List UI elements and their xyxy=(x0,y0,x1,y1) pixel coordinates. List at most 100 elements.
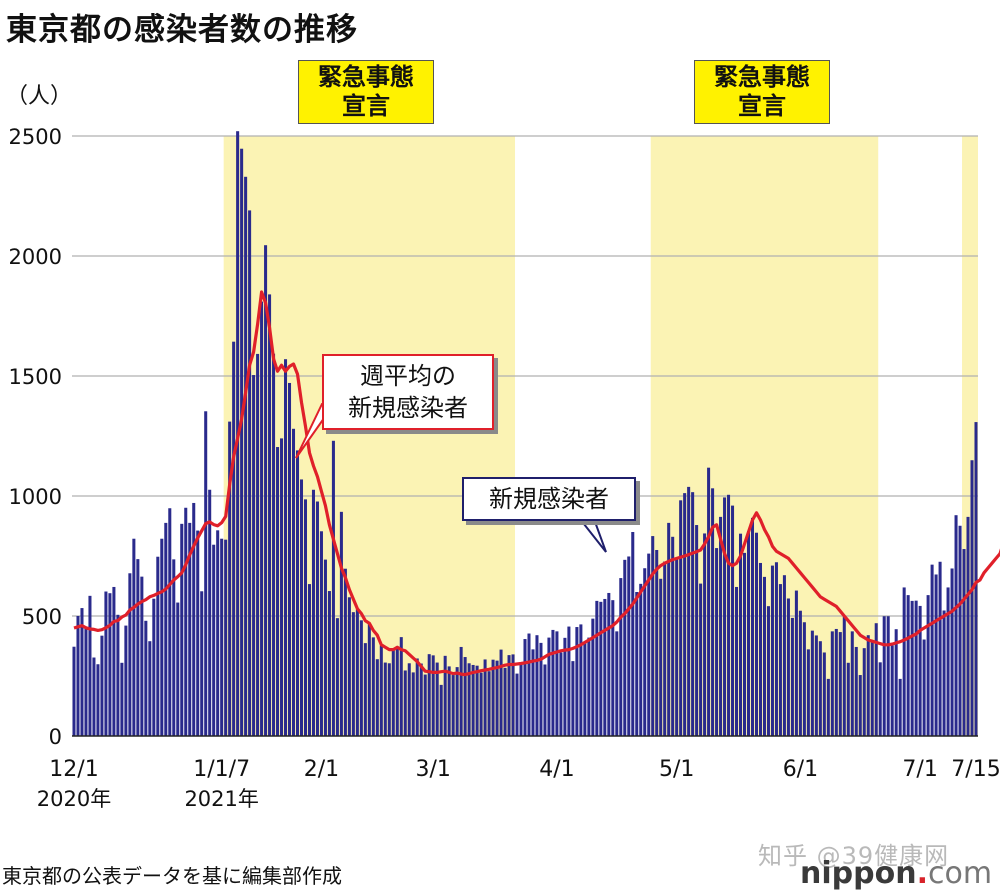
bar-daily-cases xyxy=(423,674,427,736)
weekly-average-line xyxy=(73,290,1000,677)
bar-daily-cases xyxy=(471,664,475,736)
brand-logo-main: nippon xyxy=(800,856,917,891)
bar-daily-cases xyxy=(866,635,870,736)
bar-daily-cases xyxy=(663,561,667,736)
bar-daily-cases xyxy=(579,624,583,736)
bar-daily-cases xyxy=(874,623,878,736)
emergency-declaration-line1: 緊急事態 xyxy=(318,63,414,91)
bar-daily-cases xyxy=(834,628,838,736)
bar-daily-cases xyxy=(539,642,543,736)
bar-daily-cases xyxy=(76,616,80,736)
bar-daily-cases xyxy=(248,210,252,736)
bar-daily-cases xyxy=(84,628,88,736)
bar-daily-cases xyxy=(631,532,635,736)
bar-daily-cases xyxy=(826,678,830,736)
bar-daily-cases xyxy=(335,618,339,736)
bar-daily-cases xyxy=(711,488,715,736)
bar-daily-cases xyxy=(958,525,962,736)
bar-daily-cases xyxy=(754,532,759,736)
y-tick-label: 1000 xyxy=(9,485,62,509)
bar-daily-cases xyxy=(148,641,152,736)
bar-daily-cases xyxy=(774,562,778,736)
bar-daily-cases xyxy=(746,531,751,736)
bar-daily-cases xyxy=(176,602,180,736)
bar-daily-cases xyxy=(220,538,224,736)
bar-daily-cases xyxy=(188,522,192,736)
bar-daily-cases xyxy=(208,489,212,736)
bar-daily-cases xyxy=(567,626,571,736)
brand-logo: nippon.com xyxy=(800,856,992,891)
bar-daily-cases xyxy=(152,598,156,736)
bar-daily-cases xyxy=(914,600,918,736)
bar-daily-cases xyxy=(627,556,631,736)
bar-daily-cases xyxy=(415,658,419,736)
bar-daily-cases xyxy=(671,536,675,736)
bar-daily-cases xyxy=(303,499,308,736)
bar-daily-cases xyxy=(715,548,719,736)
bar-daily-cases xyxy=(615,631,619,736)
bar-daily-cases xyxy=(946,587,950,736)
bar-daily-cases xyxy=(252,375,256,736)
bar-daily-cases xyxy=(707,467,711,736)
bar-daily-cases xyxy=(850,631,854,736)
bar-daily-cases xyxy=(212,544,216,736)
bar-daily-cases xyxy=(280,438,284,736)
bar-daily-cases xyxy=(862,648,866,736)
bar-daily-cases xyxy=(184,507,188,736)
bar-daily-cases xyxy=(351,612,355,736)
bar-daily-cases xyxy=(766,606,770,736)
bar-daily-cases xyxy=(311,489,315,736)
bar-daily-cases xyxy=(323,559,327,736)
bar-daily-cases xyxy=(284,359,288,736)
bar-daily-cases xyxy=(723,497,727,736)
bar-daily-cases xyxy=(399,637,403,736)
bar-daily-cases xyxy=(288,382,292,736)
bar-daily-cases xyxy=(651,536,655,736)
bar-daily-cases xyxy=(543,664,547,736)
bar-daily-cases xyxy=(782,575,786,736)
bar-daily-cases xyxy=(124,625,128,736)
bar-daily-cases xyxy=(264,245,268,736)
brand-logo-tail: com xyxy=(927,856,993,891)
bar-daily-cases xyxy=(92,657,96,736)
bar-daily-cases xyxy=(295,450,300,736)
x-tick-year-label: 2020年 xyxy=(37,787,111,811)
bar-daily-cases xyxy=(595,600,599,736)
bar-daily-cases xyxy=(870,641,874,736)
bar-daily-cases xyxy=(778,584,782,736)
bar-daily-cases xyxy=(379,645,383,736)
bar-daily-cases xyxy=(192,502,196,736)
x-tick-label: 4/1 xyxy=(539,757,574,782)
bar-daily-cases xyxy=(814,635,818,736)
y-tick-label: 1500 xyxy=(9,365,62,389)
bar-daily-cases xyxy=(224,539,228,736)
bar-daily-cases xyxy=(491,659,495,736)
emergency-declaration-line2: 宣言 xyxy=(738,92,786,120)
bar-daily-cases xyxy=(898,678,902,736)
bar-daily-cases xyxy=(659,578,663,736)
emergency-declaration-badge-1: 緊急事態 宣言 xyxy=(298,60,434,124)
bar-daily-cases xyxy=(371,637,375,736)
bar-daily-cases xyxy=(806,649,810,736)
emergency-declaration-line2: 宣言 xyxy=(342,92,390,120)
bar-daily-cases xyxy=(623,559,627,736)
x-tick-label: 12/1 xyxy=(49,757,98,782)
bar-daily-cases xyxy=(599,601,603,736)
chart-title: 東京都の感染者数の推移 xyxy=(6,12,358,48)
bar-daily-cases xyxy=(156,556,160,736)
bar-daily-cases xyxy=(583,642,587,736)
x-tick-year-label: 2021年 xyxy=(184,787,258,811)
bar-daily-cases xyxy=(962,549,966,736)
bar-daily-cases xyxy=(120,662,124,736)
bar-daily-cases xyxy=(523,639,527,736)
bar-daily-cases xyxy=(950,568,954,736)
bar-daily-cases xyxy=(643,568,647,736)
weekly-average-callout-line2: 新規感染者 xyxy=(348,394,468,422)
bar-daily-cases xyxy=(838,632,842,736)
bar-daily-cases xyxy=(691,492,695,736)
bar-daily-cases xyxy=(770,565,774,736)
bar-daily-cases xyxy=(391,648,395,736)
bar-daily-cases xyxy=(731,505,735,736)
bar-daily-cases xyxy=(276,447,280,736)
bar-daily-cases xyxy=(830,631,834,736)
